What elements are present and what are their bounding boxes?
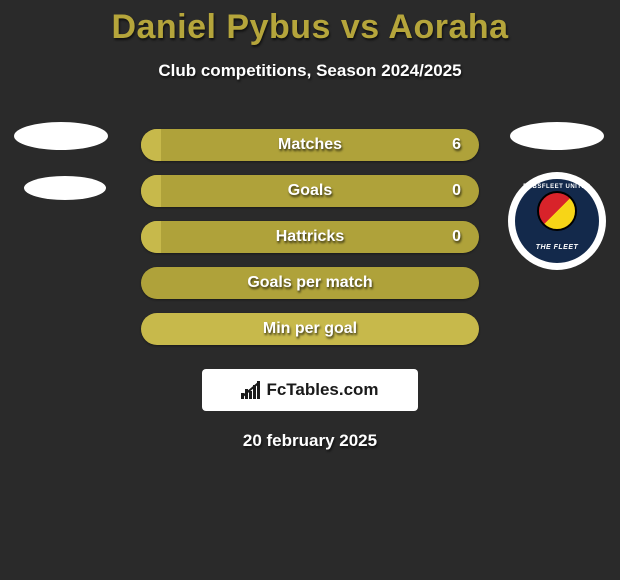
title-player-left: Daniel Pybus	[111, 8, 331, 46]
stat-bar: Hattricks 0	[141, 221, 479, 253]
brand-text: FcTables.com	[266, 380, 378, 400]
stat-bar: Goals per match	[141, 267, 479, 299]
stat-bar-label: Goals	[288, 182, 332, 200]
badge-center-icon	[537, 191, 577, 231]
stat-bar-label: Goals per match	[247, 274, 372, 292]
bar-fill	[141, 175, 161, 207]
stat-bar: Matches 6	[141, 129, 479, 161]
stat-bar-value-right: 6	[452, 136, 461, 154]
title-vs: vs	[331, 8, 388, 46]
avatar-placeholder-icon	[14, 122, 108, 150]
stat-bar-label: Matches	[278, 136, 342, 154]
badge-bottom-text: THE FLEET	[517, 244, 597, 251]
club-badge-icon: EBBSFLEET UNITED THE FLEET	[508, 172, 606, 270]
avatar-placeholder-icon	[24, 176, 106, 200]
left-avatar-group	[14, 122, 108, 200]
footer-date: 20 february 2025	[0, 431, 620, 451]
bar-fill	[141, 221, 161, 253]
stat-bar-value-right: 0	[452, 228, 461, 246]
right-avatar-group: EBBSFLEET UNITED THE FLEET	[508, 122, 606, 270]
badge-top-text: EBBSFLEET UNITED	[517, 184, 597, 190]
stat-bar-label: Hattricks	[276, 228, 344, 246]
stat-bar: Min per goal	[141, 313, 479, 345]
subtitle: Club competitions, Season 2024/2025	[0, 61, 620, 81]
bar-fill	[141, 129, 161, 161]
page-title: Daniel Pybus vs Aoraha	[0, 0, 620, 47]
brand-badge[interactable]: FcTables.com	[202, 369, 418, 411]
stat-bar-label: Min per goal	[263, 320, 357, 338]
title-player-right: Aoraha	[388, 8, 508, 46]
chart-icon	[241, 381, 260, 399]
stat-bar: Goals 0	[141, 175, 479, 207]
avatar-placeholder-icon	[510, 122, 604, 150]
stat-bar-value-right: 0	[452, 182, 461, 200]
